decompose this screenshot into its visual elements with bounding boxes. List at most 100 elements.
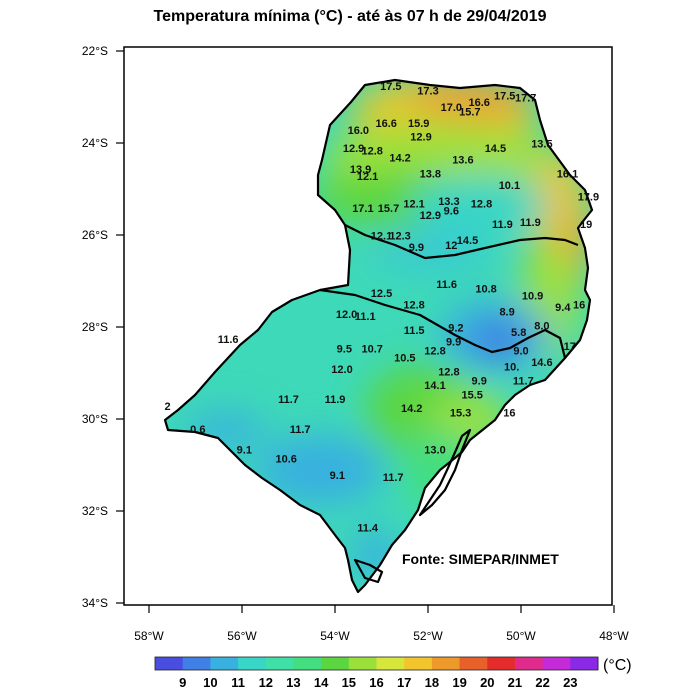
station-value: 12.0: [336, 309, 357, 321]
colorbar-swatch: [514, 657, 544, 670]
station-value: 0.6: [190, 424, 205, 436]
station-value: 16.1: [557, 169, 578, 181]
colorbar-label: 20: [480, 675, 494, 690]
station-value: 9.9: [446, 336, 461, 348]
station-value: 11.9: [520, 217, 541, 229]
station-value: 12.8: [424, 346, 445, 358]
station-value: 9.1: [330, 470, 345, 482]
station-value: 9.2: [448, 323, 463, 335]
station-value: 8.9: [499, 307, 514, 319]
colorbar-label: 15: [342, 675, 356, 690]
lat-tick-label: 32°S: [82, 504, 108, 518]
colorbar-label: 14: [314, 675, 329, 690]
colorbar-swatch: [155, 657, 184, 670]
station-value: 12.5: [371, 288, 392, 300]
station-value: 9.1: [237, 445, 252, 457]
station-value: 12.9: [420, 210, 441, 222]
station-value: 12.9: [410, 132, 431, 144]
station-value: 2: [165, 401, 171, 413]
colorbar-swatch: [210, 657, 239, 670]
station-value: 12.8: [361, 146, 382, 158]
station-value: 8.0: [534, 320, 549, 332]
station-value: 16.6: [468, 97, 489, 109]
station-value: 13.0: [424, 445, 445, 457]
lagoon-outline: [418, 428, 472, 517]
colorbar-label: 23: [563, 675, 577, 690]
station-value: 9.4: [555, 302, 571, 314]
map-frame: [123, 46, 613, 606]
station-value: 9.9: [472, 376, 487, 388]
station-value: 16.6: [375, 118, 396, 130]
station-value: 11.1: [355, 311, 376, 323]
station-value: 15.7: [378, 203, 399, 215]
border-sc-rs: [319, 288, 567, 359]
station-value: 13.8: [420, 169, 441, 181]
colorbar-label: 12: [259, 675, 273, 690]
station-value: 5.8: [511, 327, 526, 339]
colorbar-swatch: [431, 657, 461, 670]
colorbar-label: 11: [231, 675, 245, 690]
plot-border: [123, 46, 613, 606]
station-value: 12: [445, 240, 457, 252]
station-value: 14.2: [389, 152, 410, 164]
station-value: 15.3: [450, 408, 471, 420]
station-value: 12.1: [371, 231, 392, 243]
station-value: 13.3: [438, 196, 459, 208]
lat-tick-label: 24°S: [82, 136, 108, 150]
colorbar-swatch: [182, 657, 211, 670]
small-lagoon-outline: [353, 558, 384, 584]
colorbar-swatch: [459, 657, 488, 670]
lon-tick-label: 58°W: [134, 629, 164, 643]
station-value: 10.5: [394, 353, 415, 365]
station-value: 10.7: [361, 343, 382, 355]
lon-tick-label: 48°W: [599, 629, 629, 643]
station-value: 10.: [504, 362, 519, 374]
station-value: 15.9: [408, 118, 429, 130]
station-value: 17.1: [352, 203, 373, 215]
station-value: 14.6: [531, 357, 552, 369]
colorbar-label: 10: [203, 675, 217, 690]
lon-tick-label: 52°W: [413, 629, 443, 643]
station-value: 17.0: [441, 102, 462, 114]
colorbar-label: 22: [535, 675, 549, 690]
station-value: 17.5: [494, 90, 515, 102]
colorbar-unit: (°C): [603, 657, 632, 674]
land-outline: [163, 78, 594, 594]
station-value: 11.4: [357, 523, 379, 535]
colorbar-swatch: [542, 657, 571, 670]
map-title: Temperatura mínima (°C) - até às 07 h de…: [153, 8, 547, 25]
lat-tick-label: 26°S: [82, 228, 108, 242]
station-value: 11.6: [218, 334, 239, 346]
colorbar-swatch: [404, 657, 433, 670]
lat-tick-label: 22°S: [82, 44, 108, 58]
station-value: 12.3: [389, 231, 410, 243]
station-value: 13.6: [452, 155, 473, 167]
colorbar-label: 21: [508, 675, 522, 690]
border-pr-sc: [344, 224, 579, 260]
colorbar-label: 16: [369, 675, 383, 690]
station-value: 16: [573, 300, 585, 312]
station-value: 16.0: [348, 125, 369, 137]
station-value: 10.8: [475, 284, 496, 296]
longitude-axis: 58°W 56°W 54°W 52°W 50°W 48°W: [134, 605, 629, 643]
station-value: 12.8: [403, 300, 424, 312]
station-values: 17.5 17.317.0 16.615.717.5 17.716.016.6 15.9…: [165, 81, 600, 535]
station-value: 11.6: [436, 279, 457, 291]
lon-tick-label: 56°W: [227, 629, 257, 643]
station-value: 9.0: [513, 346, 528, 358]
lat-tick-label: 34°S: [82, 596, 108, 610]
station-value: 11.5: [404, 325, 425, 337]
station-value: 9.9: [409, 242, 424, 254]
station-value: 11.7: [290, 424, 311, 436]
colorbar-label: 17: [397, 675, 411, 690]
colorbar-label: 19: [452, 675, 466, 690]
source-credit: Fonte: SIMEPAR/INMET: [402, 551, 559, 567]
station-value: 12.8: [438, 366, 459, 378]
latitude-axis: 22°S 24°S 26°S 28°S 30°S 32°S 34°S: [82, 44, 124, 610]
station-value: 17: [564, 341, 576, 353]
lat-tick-label: 28°S: [82, 320, 108, 334]
station-value: 12.9: [343, 143, 364, 155]
station-value: 12.0: [331, 364, 352, 376]
colorbar-swatch: [487, 657, 516, 670]
